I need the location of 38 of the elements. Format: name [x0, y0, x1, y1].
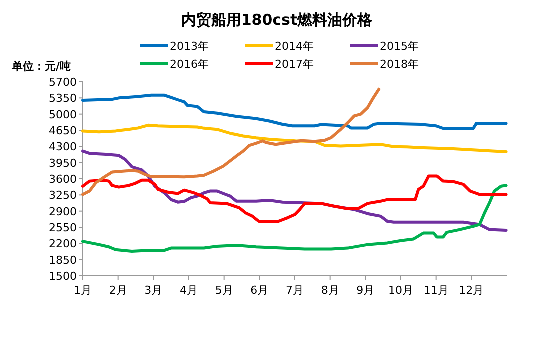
- y-tick-label: 4300: [49, 140, 77, 154]
- legend-label: 2013年: [170, 40, 209, 53]
- y-tick-label: 1500: [49, 270, 77, 283]
- y-tick-label: 2550: [49, 222, 77, 234]
- line-series: [82, 94, 508, 130]
- line-series: [82, 184, 508, 254]
- x-tick-label: 2月: [109, 284, 128, 297]
- x-tick-label: 10月: [388, 284, 414, 297]
- y-tick-label: 5700: [49, 76, 77, 89]
- legend-label: 2015年: [380, 40, 419, 53]
- legend-label: 2016年: [170, 58, 209, 71]
- x-tick-label: 3月: [144, 284, 163, 297]
- y-tick-label: 2900: [49, 205, 77, 218]
- x-tick-label: 4月: [180, 284, 198, 297]
- y-axis-title: 单位：元/吨: [11, 60, 72, 73]
- chart-title: 内贸船用180cst燃料油价格: [181, 11, 374, 29]
- x-tick-label: 9月: [356, 284, 375, 297]
- x-tick-label: 6月: [250, 284, 269, 297]
- x-tick-label: 7月: [286, 284, 304, 297]
- y-tick-label: 5000: [49, 108, 77, 122]
- y-tick-label: 3600: [49, 173, 77, 186]
- y-tick-label: 5350: [49, 92, 77, 106]
- line-series: [82, 88, 381, 196]
- line-series: [82, 124, 508, 154]
- y-tick-label: 3250: [49, 189, 77, 202]
- x-tick-label: 8月: [321, 284, 340, 297]
- y-tick-label: 4650: [49, 124, 77, 138]
- legend-label: 2018年: [380, 58, 419, 71]
- x-tick-label: 5月: [215, 284, 234, 297]
- line-series: [82, 174, 508, 223]
- x-tick-label: 12月: [459, 284, 484, 297]
- y-tick-label: 3950: [49, 156, 77, 170]
- legend-label: 2017年: [275, 58, 314, 71]
- x-tick-label: 1月: [74, 284, 92, 297]
- legend-label: 2014年: [275, 40, 314, 53]
- y-tick-label: 2200: [49, 238, 77, 251]
- y-tick-label: 1850: [49, 254, 77, 267]
- x-tick-label: 11月: [424, 284, 449, 297]
